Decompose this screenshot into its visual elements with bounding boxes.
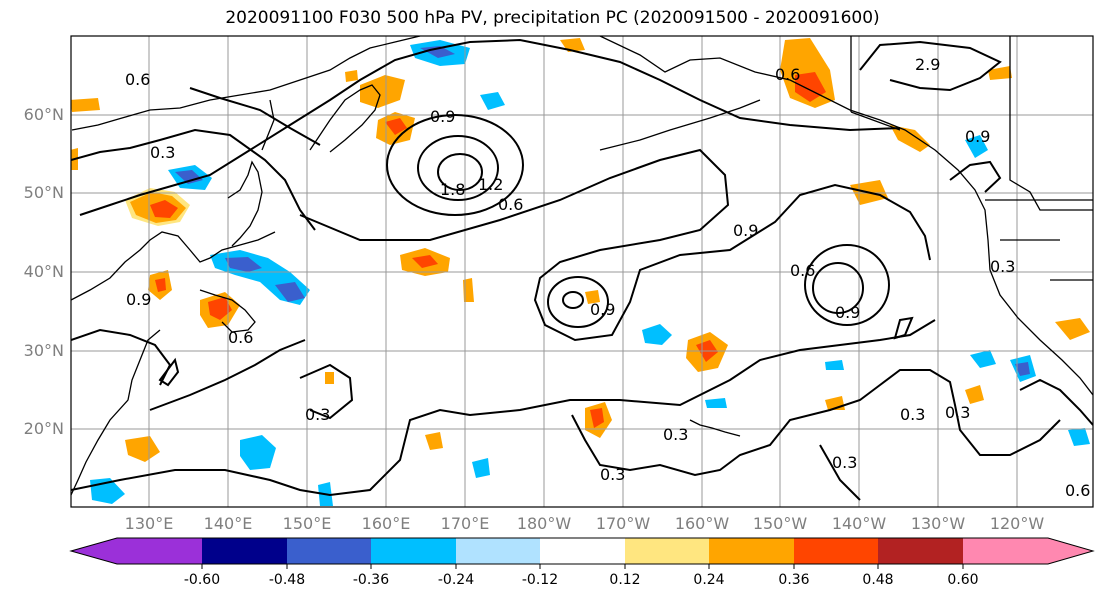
lon-label-140e: 140°E <box>203 514 253 533</box>
contour-label: 0.3 <box>663 425 688 444</box>
colorbar-outline <box>69 537 1095 565</box>
colorbar-tick-label: 0.12 <box>609 572 641 588</box>
colorbar-segment <box>709 538 794 564</box>
contour-label: 0.9 <box>590 300 615 319</box>
colorbar-tick-label: 0.24 <box>693 572 725 588</box>
map-title: 2020091100 F030 500 hPa PV, precipitatio… <box>225 8 880 28</box>
contour-label: 0.9 <box>733 221 758 240</box>
contour-label: 1.2 <box>478 175 503 194</box>
lon-label-130w: 130°W <box>910 514 966 533</box>
contour-label: 0.3 <box>990 257 1015 276</box>
contour-label: 0.3 <box>600 465 625 484</box>
contour-label: 0.3 <box>900 405 925 424</box>
lat-label-60: 60°N <box>23 105 64 124</box>
contour-label: 0.6 <box>1065 481 1090 500</box>
colorbar-segment <box>540 538 625 564</box>
lon-label-150e: 150°E <box>282 514 332 533</box>
colorbar-tick-label: -0.12 <box>521 572 559 588</box>
contour-labels: 0.6 0.3 0.9 1.8 1.2 0.6 0.9 0.6 0.9 0.3 … <box>125 55 1090 500</box>
colorbar-tick-label: 0.48 <box>862 572 894 588</box>
lat-label-40: 40°N <box>23 262 64 281</box>
lon-label-160e: 160°E <box>361 514 411 533</box>
coastlines <box>71 36 1093 496</box>
lon-label-160w: 160°W <box>674 514 730 533</box>
lon-label-170e: 170°E <box>440 514 490 533</box>
colorbar-tick-label: -0.60 <box>183 572 221 588</box>
lon-label-120w: 120°W <box>989 514 1045 533</box>
lon-label-180w: 180°W <box>516 514 572 533</box>
lat-label-50: 50°N <box>23 183 64 202</box>
contour-label: 0.3 <box>945 403 970 422</box>
contour-label: 2.9 <box>915 55 940 74</box>
colorbar-tick-label: 0.60 <box>947 572 979 588</box>
lon-label-170w: 170°W <box>595 514 651 533</box>
contour-label: 0.9 <box>835 303 860 322</box>
colorbar-segment <box>794 538 878 564</box>
colorbar <box>69 537 1095 569</box>
contour-label: 0.9 <box>430 107 455 126</box>
pv-contours <box>71 38 1093 501</box>
contour-label: 0.6 <box>775 65 800 84</box>
contour-label: 0.6 <box>790 261 815 280</box>
contour-label: 0.6 <box>498 195 523 214</box>
contour-label: 0.3 <box>305 405 330 424</box>
lon-label-130e: 130°E <box>124 514 174 533</box>
colorbar-tick-label: -0.36 <box>352 572 390 588</box>
contour-label: 0.6 <box>228 328 253 347</box>
colorbar-segment <box>878 538 963 564</box>
contour-label: 0.9 <box>126 290 151 309</box>
colorbar-extend-right <box>1048 538 1093 564</box>
colorbar-segment <box>625 538 709 564</box>
lat-label-30: 30°N <box>23 341 64 360</box>
colorbar-segment <box>287 538 371 564</box>
colorbar-segment <box>371 538 456 564</box>
colorbar-tick-label: -0.24 <box>437 572 475 588</box>
lon-label-150w: 150°W <box>752 514 808 533</box>
colorbar-segment <box>117 538 202 564</box>
lat-label-20: 20°N <box>23 419 64 438</box>
colorbar-segment <box>456 538 540 564</box>
contour-label: 1.8 <box>440 180 465 199</box>
colorbar-segment <box>202 538 287 564</box>
lon-label-140w: 140°W <box>831 514 887 533</box>
contour-label: 0.9 <box>965 127 990 146</box>
colorbar-tick-label: -0.48 <box>268 572 306 588</box>
colorbar-segment <box>963 538 1048 564</box>
colorbar-extend-left <box>71 538 117 564</box>
colorbar-tick-label: 0.36 <box>778 572 810 588</box>
contour-label: 0.3 <box>832 453 857 472</box>
contour-label: 0.6 <box>125 70 150 89</box>
contour-label: 0.3 <box>150 143 175 162</box>
map-border <box>70 35 1094 508</box>
